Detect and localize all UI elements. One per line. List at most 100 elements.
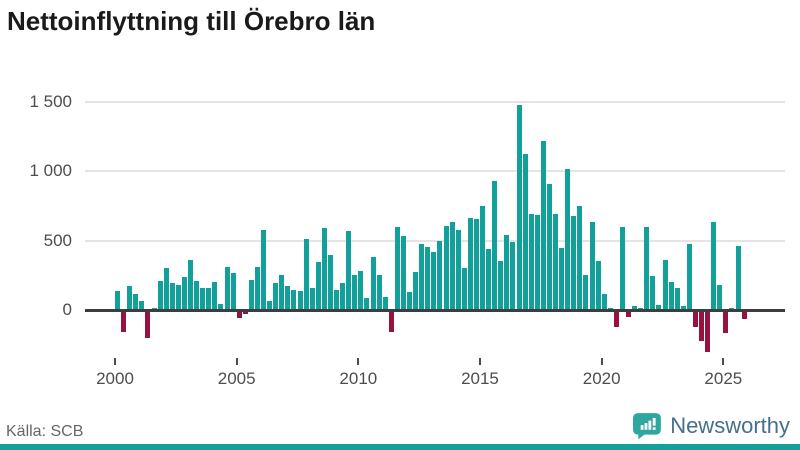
x-axis-label: 2025 [704,369,743,388]
bar-2013Q4 [449,222,455,309]
bar-2012Q2 [413,271,419,309]
x-axis-label: 2000 [96,369,134,388]
bar-2017Q1 [528,214,534,309]
bar-2003Q3 [200,288,206,309]
brand-color-strip [0,444,800,450]
bar-2025Q3 [735,245,741,309]
y-axis-label: 500 [43,230,72,250]
bar-2011Q4 [400,236,406,309]
bar-2023Q2 [680,306,686,309]
bar-2000Q2 [121,311,127,333]
bar-2015Q3 [492,181,498,309]
bar-2022Q1 [650,275,656,309]
x-axis-label: 2005 [217,369,256,388]
bar-2017Q4 [546,183,552,309]
bar-2003Q4 [206,288,212,309]
bar-2000Q3 [127,286,133,309]
bar-2009Q1 [334,289,339,309]
bar-2007Q4 [303,239,309,309]
bar-2009Q4 [352,275,358,309]
bar-2012Q4 [425,247,431,309]
bar-2010Q3 [370,257,376,309]
bar-2009Q2 [340,283,346,309]
gridline-1500 [85,101,785,103]
bar-2010Q4 [376,275,382,309]
bar-2019Q4 [595,261,601,309]
x-tick-2010 [357,358,360,365]
bar-2011Q2 [388,311,394,332]
bar-2002Q3 [175,284,181,309]
bar-2022Q3 [662,259,668,309]
bar-2007Q2 [291,289,297,309]
x-tick-2025 [722,358,725,365]
bar-2020Q3 [613,311,619,327]
bar-2009Q3 [346,231,352,309]
zero-baseline [85,309,785,312]
bar-2021Q1 [626,311,631,317]
bar-2019Q2 [583,275,589,309]
bar-2016Q1 [504,234,510,309]
bar-2005Q1 [236,311,242,318]
y-axis-label: 0 [62,300,72,319]
x-tick-2020 [600,358,603,365]
bar-2000Q1 [115,291,120,309]
bar-2002Q2 [169,282,175,309]
bar-2023Q3 [686,243,692,309]
bar-2024Q2 [705,311,711,352]
bar-2024Q3 [711,221,717,309]
bar-2024Q1 [699,311,704,342]
bar-2015Q4 [498,261,504,309]
bar-2006Q1 [261,230,266,309]
bar-2005Q4 [254,267,260,309]
x-axis-label: 2010 [339,369,378,388]
bar-2018Q2 [559,248,565,309]
bar-2011Q3 [394,226,400,309]
bar-2023Q1 [674,287,680,309]
bar-2000Q4 [133,294,139,309]
bar-2012Q3 [419,243,425,309]
bar-2013Q1 [431,252,437,309]
bar-2021Q3 [638,308,644,309]
bar-2008Q3 [321,227,327,309]
bar-2018Q4 [571,216,577,309]
bar-2003Q1 [188,259,193,309]
bar-2021Q4 [644,226,650,309]
bar-2004Q3 [224,267,230,309]
bar-2004Q2 [218,303,224,309]
bar-2007Q3 [297,291,303,309]
gridline-500 [85,239,785,242]
bar-2025Q1 [723,311,729,333]
bar-chart-speech-bubble-icon [633,413,662,440]
bar-2016Q3 [516,105,522,309]
bar-2007Q1 [285,286,291,309]
bar-2014Q3 [467,217,473,309]
bar-2022Q2 [656,304,662,309]
bar-2005Q3 [248,279,254,309]
bar-2013Q3 [443,225,449,309]
bar-2001Q2 [145,311,151,338]
x-axis-label: 2015 [461,369,499,388]
bar-2021Q2 [632,306,638,309]
bar-2008Q2 [315,261,321,309]
bar-2010Q2 [364,297,370,309]
bar-2011Q1 [382,296,388,309]
bar-2003Q2 [194,281,200,309]
chart-title: Nettoinflyttning till Örebro län [7,6,376,36]
bar-2018Q1 [553,214,558,309]
bar-2006Q3 [273,282,279,309]
x-tick-2005 [235,358,238,365]
bar-2006Q2 [267,301,273,309]
bar-2013Q2 [437,241,443,309]
bar-2002Q1 [163,268,169,309]
bar-2019Q1 [577,206,583,309]
source-note: Källa: SCB [6,423,84,440]
bar-2019Q3 [589,222,595,309]
bar-2015Q1 [480,205,485,309]
bar-2012Q1 [407,292,412,309]
bar-2001Q3 [151,307,157,309]
bar-2008Q4 [327,254,333,309]
bar-2017Q2 [534,215,540,309]
bar-2022Q4 [668,282,674,309]
